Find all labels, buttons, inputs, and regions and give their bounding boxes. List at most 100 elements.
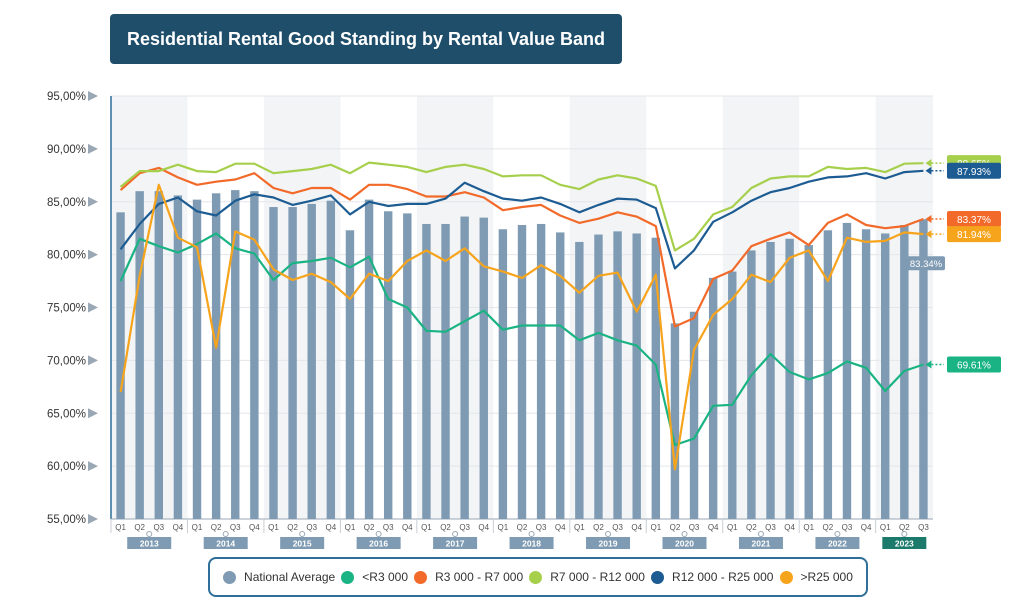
legend-item: <R3 000 <box>341 570 408 584</box>
chart-title: Residential Rental Good Standing by Rent… <box>110 14 622 64</box>
year-label-box <box>356 537 401 549</box>
year-label-box <box>280 537 325 549</box>
year-label-box <box>586 537 631 549</box>
legend-item: R3 000 - R7 000 <box>414 570 523 584</box>
y-tick-label: 60,00% <box>47 461 86 473</box>
legend: National Average <R3 000 R3 000 - R7 000… <box>208 557 868 597</box>
bar <box>116 212 125 519</box>
y-tick-arrow-icon <box>88 408 98 419</box>
end-label-arrow-icon <box>925 230 932 239</box>
year-label-box <box>433 537 478 549</box>
x-tick-label: Q3 <box>918 523 929 532</box>
bar <box>135 191 144 520</box>
x-tick-label: Q2 <box>211 523 222 532</box>
series-line <box>119 169 924 270</box>
x-tick-label: Q1 <box>650 523 661 532</box>
end-label: 87.93% <box>957 167 991 178</box>
bar <box>651 237 661 519</box>
legend-swatch <box>651 570 665 584</box>
legend-item: >R25 000 <box>779 570 853 584</box>
x-tick-label: Q4 <box>326 523 337 532</box>
legend-label: R7 000 - R12 000 <box>550 570 645 584</box>
x-tick-label: Q1 <box>498 523 509 532</box>
y-tick-arrow-icon <box>88 196 98 207</box>
bar <box>536 223 546 519</box>
year-label-box <box>815 537 860 549</box>
x-tick-label: Q4 <box>631 523 642 532</box>
bar <box>269 207 278 519</box>
year-marker-icon <box>452 531 459 537</box>
end-label: 83.37% <box>957 215 991 226</box>
end-label-box <box>947 226 1001 243</box>
year-marker-icon <box>146 531 153 537</box>
x-tick-label: Q3 <box>689 523 700 532</box>
x-tick-label: Q1 <box>803 523 814 532</box>
end-label-box <box>947 210 1001 227</box>
bar <box>517 225 527 519</box>
y-tick-label: 55,00% <box>47 514 86 526</box>
bar <box>689 311 699 519</box>
x-tick-label: Q3 <box>153 523 164 532</box>
year-marker-icon <box>901 531 908 537</box>
bar <box>556 232 565 520</box>
bar <box>670 323 680 519</box>
y-tick-arrow-icon <box>88 249 98 260</box>
x-tick-label: Q1 <box>880 523 891 532</box>
bar <box>345 230 355 520</box>
x-tick-label: Q2 <box>287 523 298 532</box>
end-label-box <box>907 256 945 271</box>
year-label: 2023 <box>895 539 914 549</box>
bar <box>154 191 163 520</box>
end-label-arrow-icon <box>925 159 932 168</box>
series-line <box>119 166 924 328</box>
bar <box>842 222 852 519</box>
x-tick-label: Q4 <box>861 523 872 532</box>
bar <box>747 250 756 519</box>
bar <box>708 277 718 519</box>
year-marker-icon <box>605 531 612 537</box>
year-label: 2022 <box>828 539 847 549</box>
x-tick-label: Q1 <box>727 523 738 532</box>
end-label-arrow-icon <box>925 360 932 369</box>
x-tick-label: Q4 <box>555 523 566 532</box>
legend-item: R7 000 - R12 000 <box>529 570 645 584</box>
series-line <box>119 183 924 471</box>
x-tick-label: Q2 <box>440 523 451 532</box>
bar <box>383 211 393 519</box>
y-tick-arrow-icon <box>88 302 98 313</box>
end-label-box <box>947 162 1001 179</box>
legend-label: National Average <box>244 570 336 584</box>
x-tick-label: Q1 <box>192 523 203 532</box>
series-line <box>119 161 924 252</box>
year-label: 2017 <box>446 539 465 549</box>
bar <box>881 233 890 519</box>
legend-label: R12 000 - R25 000 <box>672 570 774 584</box>
y-tick-label: 70,00% <box>47 355 86 367</box>
x-tick-label: Q3 <box>230 523 241 532</box>
bar <box>460 216 469 519</box>
x-tick-label: Q3 <box>612 523 623 532</box>
legend-item: R12 000 - R25 000 <box>651 570 773 584</box>
x-tick-label: Q3 <box>459 523 470 532</box>
y-tick-arrow-icon <box>88 461 98 472</box>
bar <box>288 207 297 519</box>
legend-label: >R25 000 <box>800 570 853 584</box>
end-label-arrow-icon <box>925 214 932 223</box>
year-label: 2020 <box>675 539 694 549</box>
x-tick-label: Q1 <box>574 523 585 532</box>
bar <box>479 217 488 520</box>
x-tick-label: Q3 <box>383 523 394 532</box>
end-label-box <box>947 356 1001 373</box>
year-label: 2015 <box>293 539 312 549</box>
x-tick-label: Q2 <box>593 523 604 532</box>
bar <box>307 203 316 520</box>
x-tick-label: Q3 <box>306 523 317 532</box>
year-label-box <box>738 537 783 549</box>
legend-label: <R3 000 <box>362 570 408 584</box>
x-tick-label: Q2 <box>899 523 910 532</box>
bar <box>766 241 775 519</box>
x-tick-label: Q1 <box>115 523 126 532</box>
bar <box>594 234 603 519</box>
series-line <box>119 232 924 447</box>
legend-item: National Average <box>223 570 335 584</box>
